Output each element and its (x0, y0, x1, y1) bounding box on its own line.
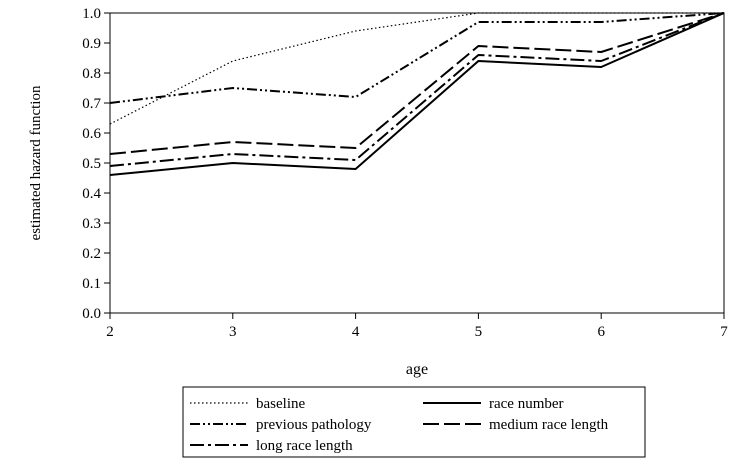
y-tick-label: 0.6 (82, 126, 101, 142)
y-tick-label: 0.9 (82, 36, 101, 52)
legend-label: long race length (256, 438, 353, 454)
legend: baseline race number previous pathology med… (190, 396, 609, 454)
y-tick-label: 0.2 (82, 246, 101, 262)
series-line-long-race-length (109, 12, 725, 167)
series-lines (109, 12, 725, 176)
y-tick-label: 1.0 (82, 6, 101, 22)
y-tick-label: 0.8 (82, 66, 101, 82)
x-axis-label: age (406, 361, 428, 378)
y-tick-label: 0.4 (82, 186, 101, 202)
y-tick-label: 0.5 (82, 156, 101, 172)
series-line-race-number (109, 12, 725, 176)
y-tick-label: 0.3 (82, 216, 101, 232)
x-tick-label: 5 (475, 324, 483, 340)
x-axis: 2 3 4 5 6 7 (106, 313, 728, 340)
y-axis-label: estimated hazard function (28, 85, 44, 240)
y-tick-label: 0.0 (82, 306, 101, 322)
legend-label: medium race length (489, 417, 609, 433)
y-tick-label: 0.1 (82, 276, 101, 292)
y-tick-label: 0.7 (82, 96, 101, 112)
legend-label: race number (489, 396, 564, 412)
legend-label: previous pathology (256, 417, 372, 433)
legend-label: baseline (256, 396, 305, 412)
x-tick-label: 7 (720, 324, 728, 340)
series-line-previous-pathology (109, 12, 725, 104)
y-axis: 0.0 0.1 0.2 0.3 0.4 0.5 0.6 0.7 0.8 0.9 1.0 (82, 6, 110, 322)
x-tick-label: 3 (229, 324, 237, 340)
legend-box (182, 386, 646, 458)
series-line-medium-race-length (109, 12, 725, 155)
x-tick-label: 2 (106, 324, 114, 340)
plot-frame (109, 12, 725, 314)
x-tick-label: 4 (352, 324, 360, 340)
x-tick-label: 6 (597, 324, 605, 340)
